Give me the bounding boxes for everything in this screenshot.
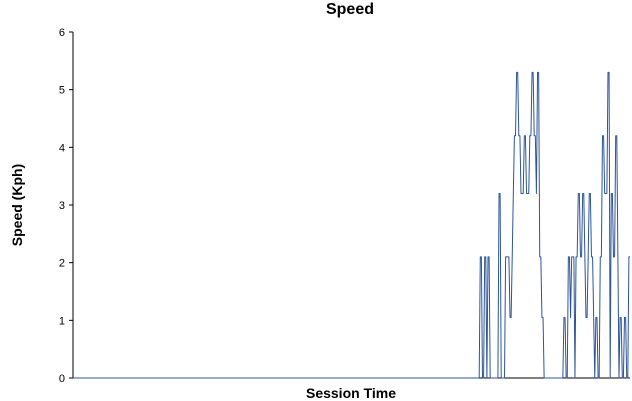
y-tick-label: 1: [59, 315, 65, 327]
y-tick-label: 0: [59, 373, 65, 385]
y-axis-ticks: 0 1 2 3 4 5 6: [59, 27, 73, 385]
y-tick-label: 4: [59, 142, 65, 154]
speed-series-line: [73, 71, 630, 379]
y-axis-label: Speed (Kph): [9, 164, 25, 246]
y-tick-label: 3: [59, 200, 65, 212]
y-tick-label: 5: [59, 85, 65, 97]
x-axis-label: Session Time: [306, 385, 396, 401]
y-tick-label: 6: [59, 27, 65, 39]
y-tick-label: 2: [59, 258, 65, 270]
chart-title: Speed: [326, 1, 374, 18]
